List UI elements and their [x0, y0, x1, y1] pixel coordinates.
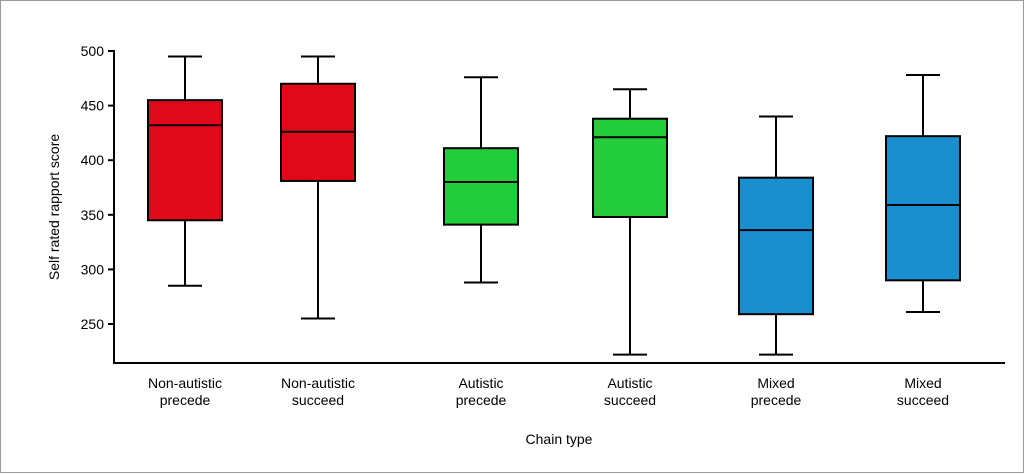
x-category-label: Mixed succeed: [897, 375, 949, 408]
x-category-label: Non-autistic precede: [148, 375, 222, 408]
x-category-label-line: succeed: [604, 392, 656, 408]
y-axis-title: Self rated rapport score: [46, 134, 62, 281]
y-tick-label: 300: [81, 261, 105, 277]
x-category-label-line: Non-autistic: [148, 375, 222, 391]
x-category-label-line: Autistic: [458, 375, 503, 391]
box-group: [280, 55, 356, 320]
x-category-label-line: precede: [751, 392, 802, 408]
y-tick-label: 350: [81, 207, 105, 223]
y-tick-label: 450: [81, 98, 105, 114]
iqr-box: [147, 99, 223, 222]
box-group: [147, 55, 223, 287]
x-category-label-line: precede: [456, 392, 507, 408]
x-category-label-line: succeed: [897, 392, 949, 408]
x-axis-title: Chain type: [526, 431, 593, 447]
iqr-box: [443, 147, 519, 226]
x-category-label-line: succeed: [292, 392, 344, 408]
box-group: [885, 74, 961, 313]
y-tick-label: 400: [81, 152, 105, 168]
y-tick-label: 500: [81, 43, 105, 59]
x-category-label: Autistic precede: [456, 375, 507, 408]
x-category-label-line: precede: [160, 392, 211, 408]
box-group: [592, 88, 668, 356]
y-axis: 250 300 350 400 450 500: [81, 43, 115, 363]
x-category-label: Non-autistic succeed: [281, 375, 355, 408]
iqr-box: [885, 135, 961, 282]
box-group: [443, 76, 519, 284]
iqr-box: [592, 117, 668, 218]
boxes: [147, 55, 961, 356]
x-category-label-line: Autistic: [607, 375, 652, 391]
iqr-box: [738, 176, 814, 316]
x-category-label-line: Mixed: [904, 375, 941, 391]
x-category-label-line: Non-autistic: [281, 375, 355, 391]
y-tick-label: 250: [81, 316, 105, 332]
x-category-label: Autistic succeed: [604, 375, 656, 408]
x-category-label-line: Mixed: [757, 375, 794, 391]
x-category-label: Mixed precede: [751, 375, 802, 408]
box-group: [738, 115, 814, 356]
